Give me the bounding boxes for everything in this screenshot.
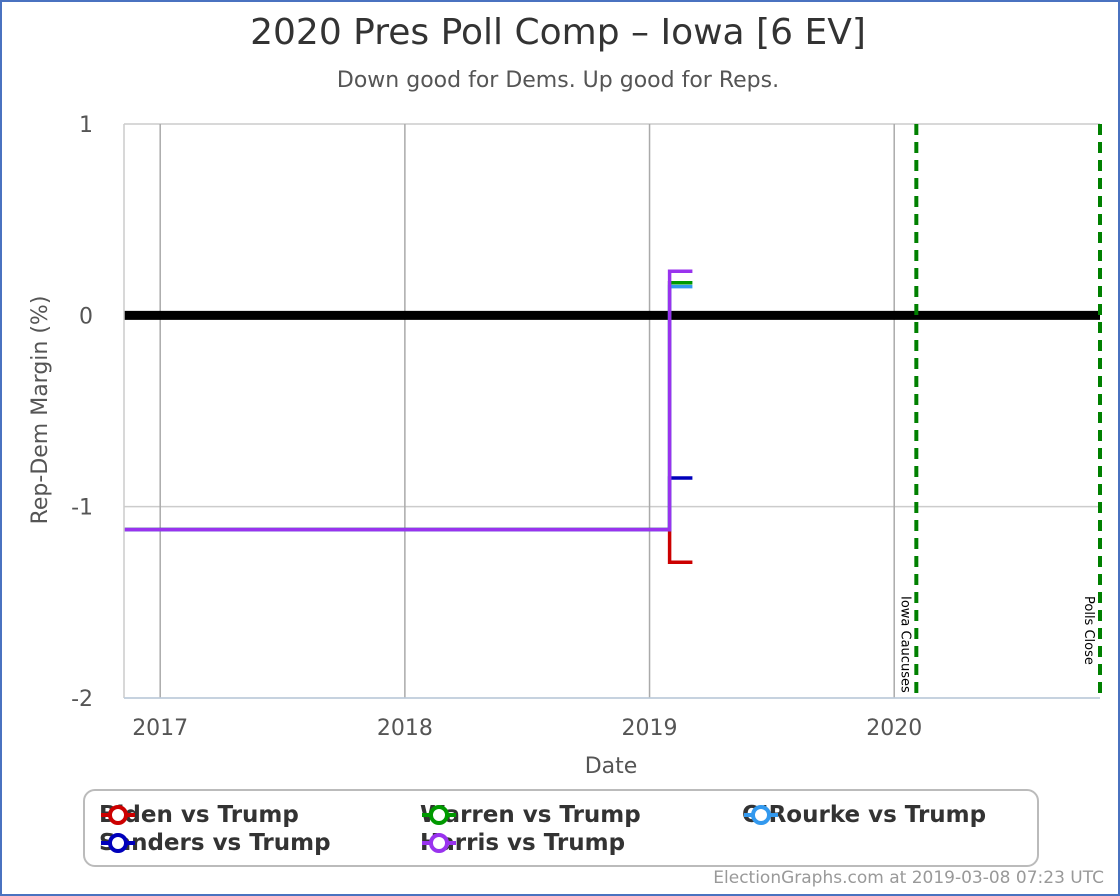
legend-item: Harris vs Trump: [420, 829, 625, 857]
legend-marker: [422, 833, 456, 853]
legend-item: Biden vs Trump: [99, 801, 299, 829]
x-tick-label: 2020: [866, 716, 922, 741]
event-label: Iowa Caucuses: [897, 596, 912, 693]
legend-marker: [101, 805, 135, 825]
legend-marker: [744, 805, 778, 825]
series-line: [124, 269, 693, 532]
y-tick-label: -1: [71, 496, 93, 521]
chart-subtitle: Down good for Dems. Up good for Reps.: [336, 68, 780, 93]
x-axis-label: Date: [585, 754, 638, 779]
legend-item: O'Rourke vs Trump: [742, 801, 986, 829]
y-tick-label: 0: [79, 304, 93, 329]
legend-item: Sanders vs Trump: [99, 829, 331, 857]
legend-marker: [101, 833, 135, 853]
y-axis-label: Rep-Dem Margin (%): [28, 296, 53, 525]
legend: Biden vs Trump Warren vs Trump O'Rourke vs…: [83, 789, 1039, 867]
legend-label: Warren vs Trump: [420, 802, 641, 828]
x-tick-label: 2018: [377, 716, 433, 741]
legend-label: Sanders vs Trump: [99, 830, 331, 856]
series-line: [124, 527, 693, 564]
series-layer: [124, 269, 693, 564]
event-lines-layer: Iowa Caucuses Polls Close: [897, 124, 1102, 698]
grid-layer: [124, 123, 1100, 699]
series-line: [124, 476, 693, 532]
axis-layer: 1 0 -1 -2 2017 2018 2019 2020: [71, 113, 1100, 741]
y-tick-label: -2: [71, 687, 93, 712]
event-label: Polls Close: [1081, 596, 1096, 665]
legend-label: O'Rourke vs Trump: [742, 802, 987, 828]
x-tick-label: 2017: [132, 716, 188, 741]
legend-item: Warren vs Trump: [420, 801, 641, 829]
legend-marker: [422, 805, 456, 825]
y-tick-label: 1: [79, 113, 93, 138]
footer-credit: ElectionGraphs.com at 2019-03-08 07:23 U…: [713, 868, 1104, 888]
x-tick-label: 2019: [622, 716, 678, 741]
series-line: [124, 284, 693, 532]
chart-title: 2020 Pres Poll Comp – Iowa [6 EV]: [250, 12, 866, 53]
